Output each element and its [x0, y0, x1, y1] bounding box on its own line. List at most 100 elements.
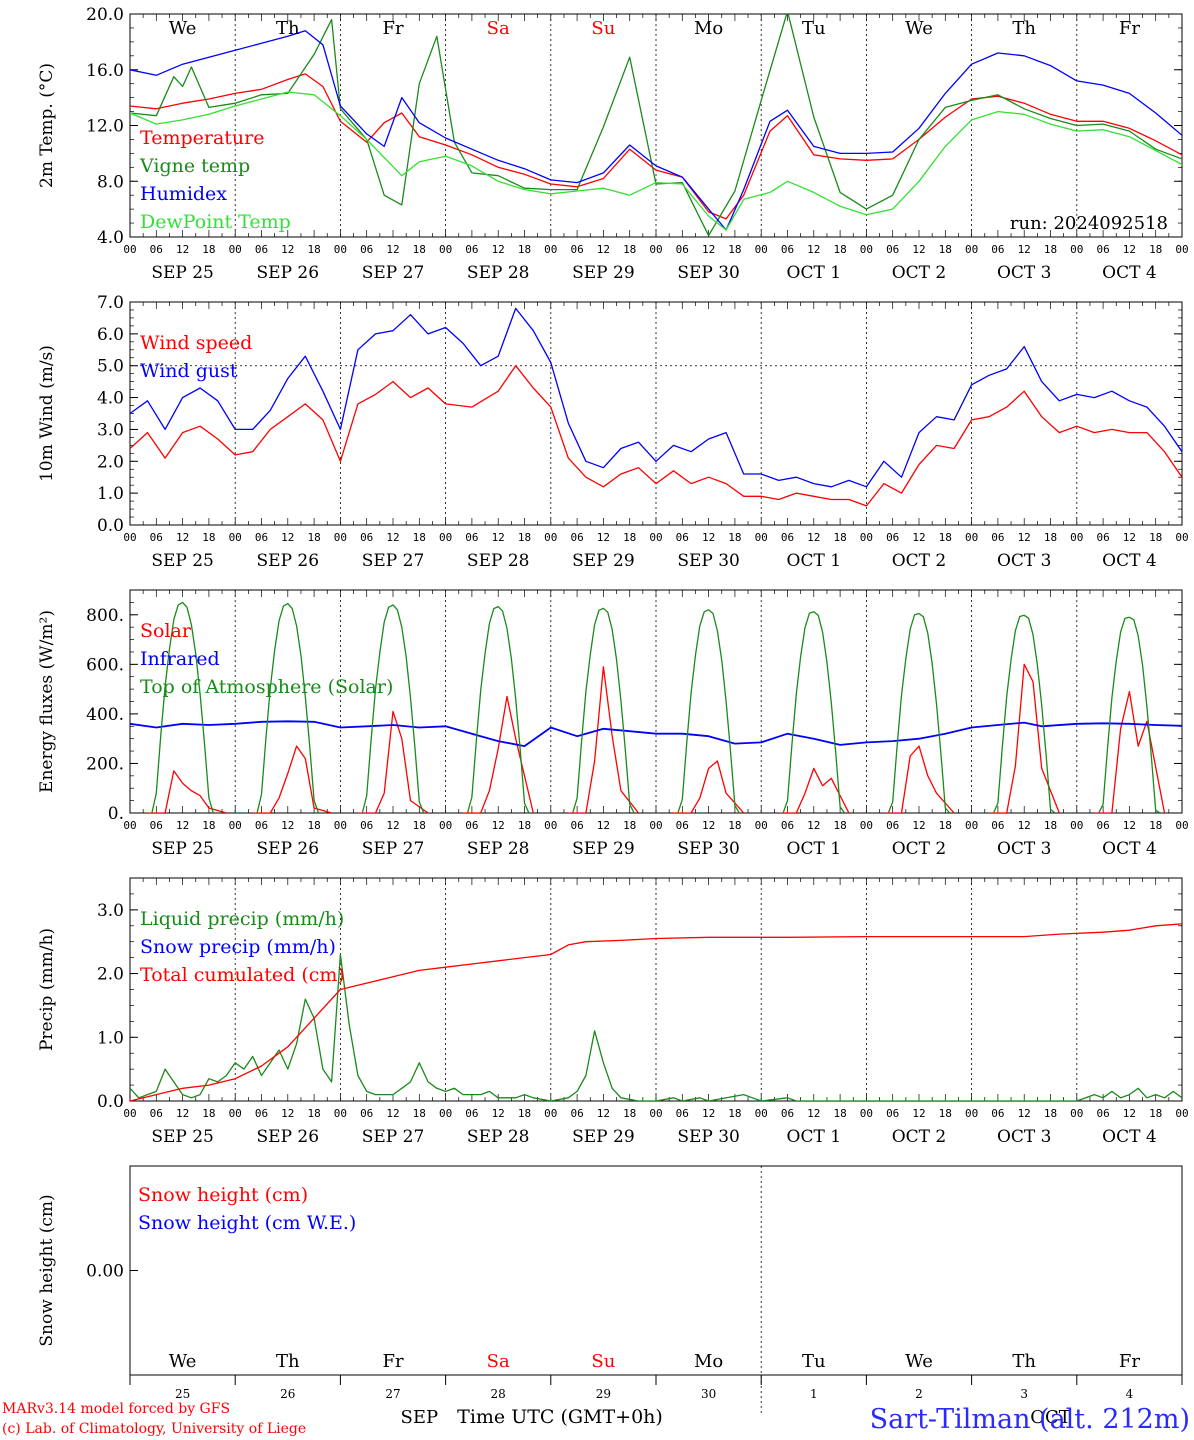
hour-tick-label: 06	[570, 243, 583, 256]
hour-tick-label: 06	[150, 1107, 163, 1120]
y-tick-label: 16.0	[86, 61, 124, 81]
date-label: OCT 2	[892, 263, 947, 283]
hour-tick-label: 00	[965, 1107, 978, 1120]
hour-tick-label: 18	[413, 819, 426, 832]
y-tick-label: 4.0	[97, 389, 124, 409]
hour-tick-label: 12	[492, 1107, 505, 1120]
hour-tick-label: 18	[202, 531, 215, 544]
series-solar	[463, 695, 534, 813]
hour-tick-label: 18	[728, 1107, 741, 1120]
hour-tick-label: 12	[702, 531, 715, 544]
footer-lab-credit: (c) Lab. of Climatology, University of L…	[2, 1421, 306, 1437]
y-tick-label: 400.	[86, 705, 124, 725]
weekday-label: Tu	[802, 18, 826, 39]
hour-tick-label: 12	[1018, 819, 1031, 832]
hour-tick-label: 12	[807, 819, 820, 832]
hour-tick-label: 00	[1175, 819, 1188, 832]
hour-tick-label: 18	[1044, 1107, 1057, 1120]
series-total-cumulated-cm-	[130, 923, 1182, 1101]
hour-tick-label: 18	[307, 243, 320, 256]
hour-tick-label: 06	[1096, 819, 1109, 832]
hour-tick-label: 06	[360, 819, 373, 832]
series-infrared	[130, 720, 1182, 747]
y-tick-label: 3.0	[97, 420, 124, 440]
y-tick-label: 1.0	[97, 1028, 124, 1048]
weekday-label: We	[169, 18, 197, 39]
hour-tick-label: 00	[649, 531, 662, 544]
date-label: SEP 28	[467, 551, 530, 571]
day-number-label: 3	[1020, 1387, 1028, 1401]
legend-temperature: Temperature	[140, 127, 264, 149]
hour-tick-label: 00	[755, 531, 768, 544]
weekday-label: Fr	[382, 1351, 403, 1372]
hour-tick-label: 06	[886, 243, 899, 256]
hour-tick-label: 00	[123, 819, 136, 832]
y-tick-label: 12.0	[86, 117, 124, 137]
hour-tick-label: 18	[1149, 531, 1162, 544]
hour-tick-label: 06	[1096, 1107, 1109, 1120]
date-label: SEP 29	[572, 263, 635, 283]
hour-tick-label: 00	[123, 531, 136, 544]
date-label: OCT 4	[1102, 839, 1157, 859]
hour-tick-label: 12	[912, 819, 925, 832]
hour-tick-label: 00	[860, 1107, 873, 1120]
hour-tick-label: 06	[991, 1107, 1004, 1120]
date-label: SEP 30	[677, 263, 740, 283]
hour-tick-label: 12	[807, 531, 820, 544]
day-number-label: 29	[596, 1387, 611, 1401]
date-label: OCT 3	[997, 551, 1052, 571]
date-label: SEP 28	[467, 263, 530, 283]
series-solar	[989, 663, 1060, 813]
day-number-label: 30	[701, 1387, 716, 1401]
hour-tick-label: 00	[544, 819, 557, 832]
date-label: SEP 30	[677, 551, 740, 571]
day-number-label: 27	[385, 1387, 400, 1401]
day-number-label: 2	[915, 1387, 923, 1401]
hour-tick-label: 06	[781, 243, 794, 256]
legend-snow-precip-mm-h-: Snow precip (mm/h)	[140, 936, 336, 958]
hour-tick-label: 06	[781, 531, 794, 544]
hour-tick-label: 18	[833, 243, 846, 256]
series-top-of-atmosphere-solar-	[256, 602, 320, 813]
weekday-label: Th	[276, 1351, 300, 1372]
hour-tick-label: 18	[1044, 819, 1057, 832]
hour-tick-label: 06	[781, 1107, 794, 1120]
series-liquid-precip-mm-h-	[130, 953, 1182, 1101]
date-label: OCT 4	[1102, 1127, 1157, 1147]
hour-tick-label: 00	[860, 819, 873, 832]
series-solar	[357, 710, 429, 813]
hour-tick-label: 18	[728, 819, 741, 832]
y-tick-label: 2.0	[97, 965, 124, 985]
hour-tick-label: 18	[413, 243, 426, 256]
series-humidex	[130, 30, 1182, 231]
x-axis-label: Time UTC (GMT+0h)	[457, 1406, 663, 1428]
hour-tick-label: 00	[544, 243, 557, 256]
plot-area-precip	[130, 923, 1182, 1101]
hour-tick-label: 18	[939, 531, 952, 544]
hour-tick-label: 18	[307, 1107, 320, 1120]
hour-tick-label: 12	[807, 243, 820, 256]
series-dewpoint-temp	[130, 91, 1182, 231]
hour-tick-label: 18	[833, 1107, 846, 1120]
weekday-label: Fr	[382, 18, 403, 39]
y-tick-label: 0.	[108, 804, 124, 824]
date-label: OCT 2	[892, 839, 947, 859]
legend-snow-height-cm-: Snow height (cm)	[138, 1184, 308, 1206]
hour-tick-label: 00	[544, 1107, 557, 1120]
date-label: OCT 3	[997, 1127, 1052, 1147]
hour-tick-label: 00	[965, 531, 978, 544]
hour-tick-label: 18	[728, 531, 741, 544]
hour-tick-label: 12	[597, 531, 610, 544]
hour-tick-label: 12	[912, 1107, 925, 1120]
hour-tick-label: 06	[465, 1107, 478, 1120]
weekday-label: Tu	[802, 1351, 826, 1372]
hour-tick-label: 12	[176, 243, 189, 256]
hour-tick-label: 06	[886, 531, 899, 544]
date-label: OCT 4	[1102, 263, 1157, 283]
hour-tick-label: 06	[150, 819, 163, 832]
hour-tick-label: 12	[176, 1107, 189, 1120]
hour-tick-label: 18	[623, 1107, 636, 1120]
series-solar	[252, 745, 332, 813]
hour-tick-label: 12	[386, 531, 399, 544]
hour-tick-label: 12	[386, 819, 399, 832]
